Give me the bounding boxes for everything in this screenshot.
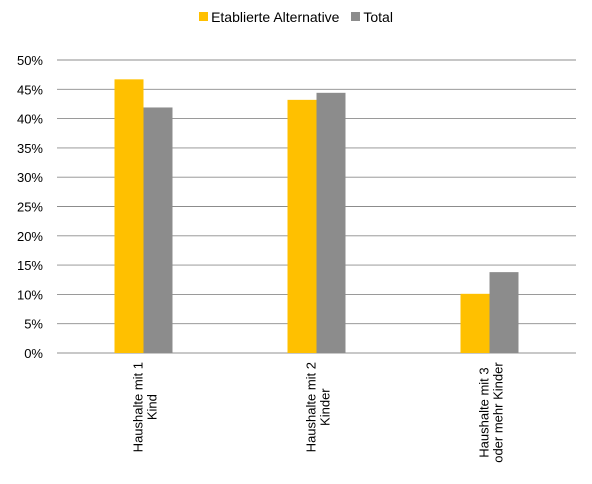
chart-legend: Etablierte Alternative Total xyxy=(0,8,592,25)
legend-item-etablierte-alternative: Etablierte Alternative xyxy=(199,9,339,25)
bar-total xyxy=(143,107,173,353)
legend-swatch-etablierte-alternative xyxy=(199,12,209,21)
x-tick-label-line: Haushalte mit 1 xyxy=(131,362,146,452)
legend-label-total: Total xyxy=(363,8,393,25)
bar-etablierte-alternative xyxy=(287,99,317,354)
x-tick-label: Haushalte mit 3oder mehr Kinder xyxy=(477,362,506,463)
y-tick-label: 25% xyxy=(17,200,43,215)
x-tick-label-line: oder mehr Kinder xyxy=(491,362,506,463)
x-tick-label-line: Haushalte mit 2 xyxy=(304,362,319,452)
bar-etablierte-alternative xyxy=(460,293,490,353)
legend-label-etablierte-alternative: Etablierte Alternative xyxy=(211,8,340,25)
x-tick-label-line: Kind xyxy=(145,394,160,420)
legend-item-total: Total xyxy=(351,9,393,25)
y-tick-label: 0% xyxy=(24,346,43,361)
x-tick-label-line: Haushalte mit 3 xyxy=(477,367,492,457)
bar-total xyxy=(316,92,346,353)
y-tick-label: 10% xyxy=(17,287,43,302)
x-tick-label: Haushalte mit 1Kind xyxy=(131,362,160,452)
y-tick-label: 20% xyxy=(17,229,43,244)
y-tick-label: 15% xyxy=(17,258,43,273)
y-tick-label: 5% xyxy=(24,317,43,332)
x-tick-label-line: Kinder xyxy=(318,388,333,426)
legend-swatch-total xyxy=(351,12,361,21)
y-tick-label: 45% xyxy=(17,82,43,97)
y-tick-label: 40% xyxy=(17,112,43,127)
y-tick-label: 50% xyxy=(17,53,43,68)
y-tick-label: 35% xyxy=(17,141,43,156)
x-tick-label: Haushalte mit 2Kinder xyxy=(304,362,333,452)
bar-total xyxy=(489,272,519,353)
y-tick-label: 30% xyxy=(17,170,43,185)
bar-etablierte-alternative xyxy=(114,79,144,353)
